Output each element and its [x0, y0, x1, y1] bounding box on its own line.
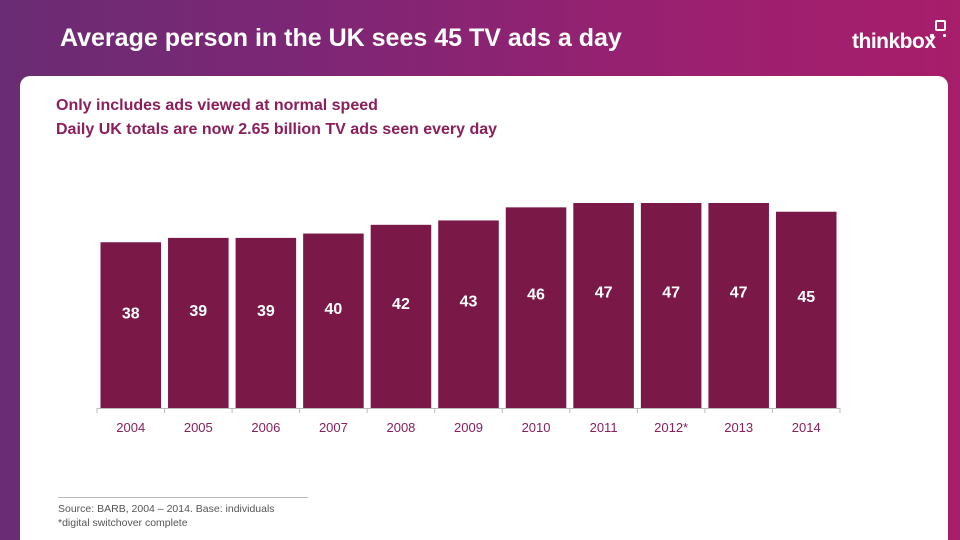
x-tick-label: 2004: [116, 420, 145, 435]
data-label: 47: [730, 284, 748, 301]
footnote: *digital switchover complete: [58, 517, 188, 529]
x-tick-label: 2007: [319, 420, 348, 435]
data-label: 39: [189, 303, 207, 320]
thinkbox-logo: thinkbox: [852, 30, 936, 53]
page-title: Average person in the UK sees 45 TV ads …: [60, 24, 622, 52]
logo-dot-icon: [930, 34, 934, 38]
bar-2004: [100, 242, 162, 408]
bar-2010: [505, 207, 567, 408]
bar-2012*: [640, 203, 702, 408]
source-note: Source: BARB, 2004 – 2014. Base: individ…: [58, 503, 275, 515]
data-label: 42: [392, 296, 410, 313]
data-label: 47: [662, 284, 680, 301]
bar-2006: [235, 237, 297, 408]
logo-dot-icon: [943, 34, 946, 37]
source-divider: [58, 497, 308, 498]
bar-2009: [438, 220, 499, 408]
data-label: 43: [460, 294, 478, 311]
logo-square-icon: [935, 20, 946, 31]
subtitle-daily-totals: Daily UK totals are now 2.65 billion TV …: [56, 121, 498, 138]
x-tick-label: 2011: [590, 420, 618, 435]
bar-2005: [168, 237, 229, 408]
data-label: 47: [595, 284, 613, 301]
x-tick-label: 2012*: [654, 420, 688, 435]
data-label: 45: [797, 289, 815, 306]
x-tick-label: 2005: [184, 420, 213, 435]
data-label: 39: [257, 303, 275, 320]
data-label: 46: [527, 287, 545, 304]
subtitle-normal-speed: Only includes ads viewed at normal speed: [56, 97, 378, 114]
x-tick-label: 2010: [522, 420, 551, 435]
data-label: 38: [122, 305, 140, 322]
x-tick-label: 2014: [792, 420, 821, 435]
bar-2011: [573, 203, 634, 408]
bar-2013: [708, 203, 769, 408]
x-tick-label: 2013: [724, 420, 753, 435]
x-tick-label: 2008: [386, 420, 415, 435]
bar-2014: [775, 211, 837, 408]
x-tick-label: 2006: [251, 420, 280, 435]
x-tick-label: 2009: [454, 420, 483, 435]
bar-2008: [370, 224, 432, 408]
data-label: 40: [325, 301, 343, 318]
bar-2007: [303, 233, 364, 408]
